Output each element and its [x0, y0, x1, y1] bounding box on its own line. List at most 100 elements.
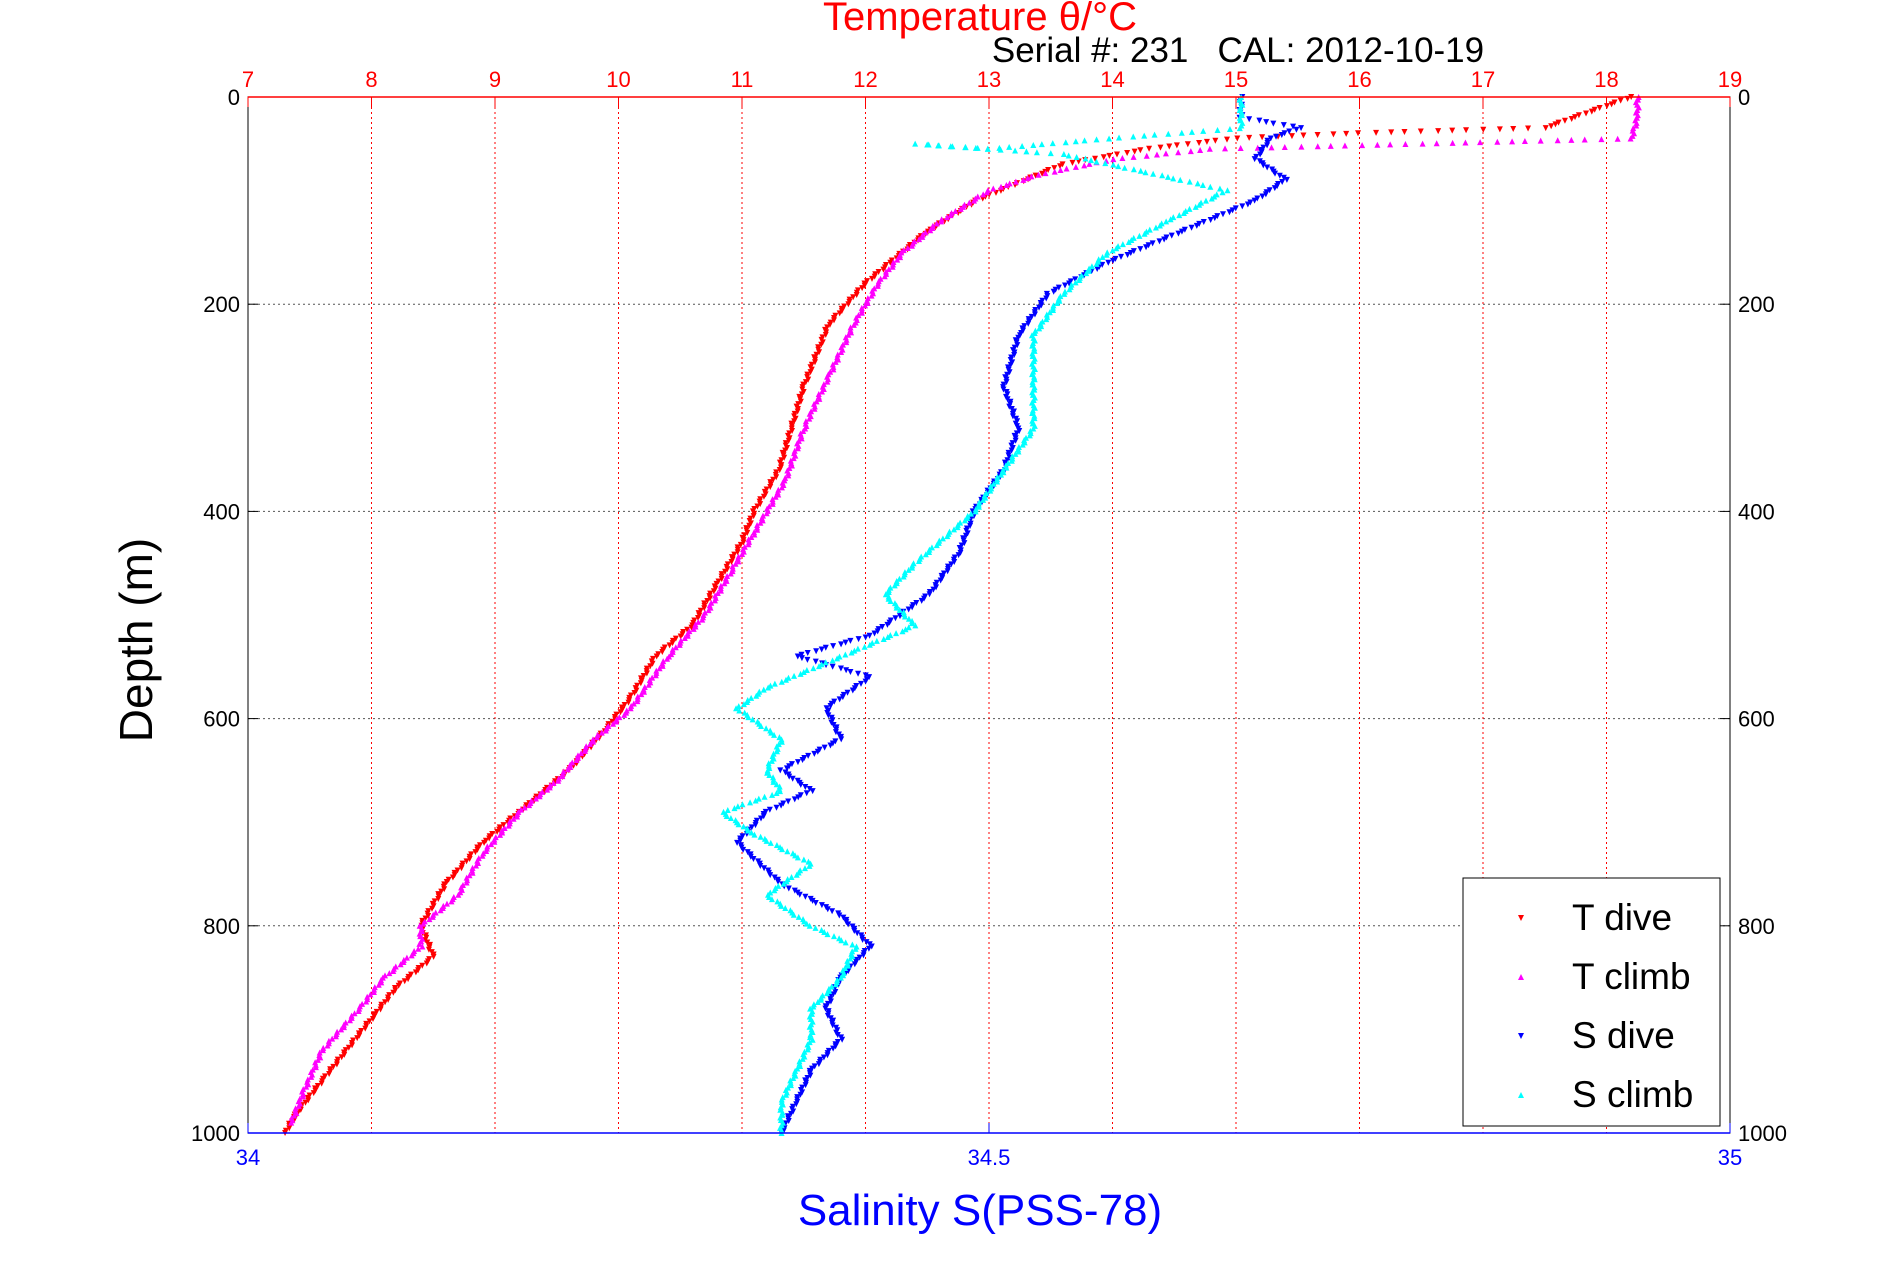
data-point — [859, 285, 866, 292]
data-point — [390, 967, 397, 974]
data-point — [1152, 224, 1159, 231]
data-point — [871, 630, 878, 637]
data-point — [998, 183, 1005, 190]
y-tick-label-left: 800 — [203, 914, 240, 939]
data-point — [757, 833, 764, 840]
data-point — [772, 493, 779, 500]
data-point — [1263, 119, 1270, 126]
data-point — [767, 484, 774, 491]
data-point — [779, 846, 786, 853]
data-point — [1180, 210, 1187, 217]
data-point — [849, 941, 856, 948]
data-point — [1288, 133, 1295, 140]
data-point — [1633, 122, 1640, 129]
data-point — [972, 508, 979, 515]
data-point — [1165, 130, 1172, 137]
data-point — [916, 236, 923, 243]
data-point — [1271, 185, 1278, 192]
data-point — [830, 366, 837, 373]
data-point — [748, 824, 755, 831]
data-point — [1212, 137, 1219, 144]
data-point — [831, 933, 838, 940]
data-point — [320, 1047, 327, 1054]
data-point — [1059, 161, 1066, 168]
data-point — [802, 783, 809, 790]
data-point — [1327, 142, 1334, 149]
data-point — [763, 510, 770, 517]
data-point — [497, 831, 504, 838]
y-tick-label-right: 1000 — [1738, 1121, 1787, 1146]
data-point — [950, 526, 957, 533]
data-point — [778, 902, 785, 909]
y-tick-label-right: 400 — [1738, 499, 1775, 524]
data-point — [587, 740, 594, 747]
data-point — [801, 865, 808, 872]
data-point — [855, 636, 862, 643]
data-point — [810, 1003, 817, 1010]
data-point — [330, 1063, 337, 1070]
data-point — [1355, 130, 1362, 137]
data-point — [729, 565, 736, 572]
data-point — [794, 445, 801, 452]
data-point — [793, 871, 800, 878]
data-point — [1081, 162, 1088, 169]
y-tick-label-right: 200 — [1738, 292, 1775, 317]
data-point — [745, 541, 752, 548]
data-point — [880, 635, 887, 642]
x-top-tick-label: 7 — [242, 67, 254, 92]
data-point — [804, 656, 811, 663]
data-point — [733, 705, 740, 712]
data-point — [314, 1056, 321, 1063]
data-point — [787, 457, 794, 464]
data-point — [466, 856, 473, 863]
data-point — [1046, 309, 1053, 316]
data-point — [1008, 447, 1015, 454]
data-point — [1387, 141, 1394, 148]
data-point — [1073, 154, 1080, 161]
data-point — [1069, 159, 1076, 166]
data-point — [425, 946, 432, 953]
data-point — [426, 916, 433, 923]
data-point — [887, 597, 894, 604]
data-point — [783, 765, 790, 772]
data-point — [1124, 150, 1131, 157]
x-top-tick-label: 19 — [1718, 67, 1742, 92]
data-point — [827, 703, 834, 710]
data-point — [559, 773, 566, 780]
data-point — [734, 549, 741, 556]
data-point — [811, 1063, 818, 1070]
data-point — [1004, 396, 1011, 403]
data-point — [768, 729, 775, 736]
data-point — [1251, 156, 1258, 163]
data-point — [783, 878, 790, 885]
data-point — [853, 291, 860, 298]
data-point — [954, 524, 961, 531]
data-point — [812, 924, 819, 931]
data-point — [1031, 311, 1038, 318]
data-point — [582, 747, 589, 754]
data-point — [647, 663, 654, 670]
data-point — [1072, 163, 1079, 170]
data-point — [1314, 143, 1321, 150]
data-point — [735, 558, 742, 565]
data-point — [1062, 282, 1069, 289]
data-point — [423, 960, 430, 967]
legend-marker — [1518, 974, 1524, 980]
data-point — [735, 821, 742, 828]
y-tick-label-left: 600 — [203, 707, 240, 732]
data-point — [847, 637, 854, 644]
data-point — [786, 773, 793, 780]
data-point — [1011, 352, 1018, 359]
data-point — [1150, 170, 1157, 177]
data-point — [1216, 185, 1223, 192]
data-point — [768, 757, 775, 764]
data-point — [862, 678, 869, 685]
data-point — [926, 591, 933, 598]
data-point — [1614, 135, 1621, 142]
data-point — [944, 214, 951, 221]
data-point — [875, 268, 882, 275]
data-point — [812, 900, 819, 907]
data-point — [1130, 248, 1137, 255]
legend-box — [1462, 877, 1721, 1127]
data-point — [672, 635, 679, 642]
